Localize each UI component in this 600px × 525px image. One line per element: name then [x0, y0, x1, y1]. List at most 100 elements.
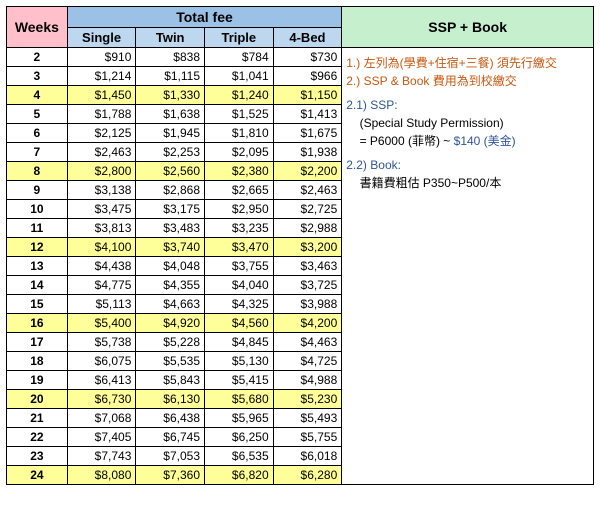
fee-cell: $5,535: [136, 352, 205, 371]
fee-cell: $6,250: [205, 428, 274, 447]
fee-cell: $5,230: [273, 390, 342, 409]
week-cell: 13: [7, 257, 68, 276]
fee-cell: $4,920: [136, 314, 205, 333]
week-cell: 6: [7, 124, 68, 143]
header-sspbook: SSP + Book: [342, 7, 594, 48]
week-cell: 2: [7, 48, 68, 67]
week-cell: 5: [7, 105, 68, 124]
fee-cell: $1,788: [67, 105, 136, 124]
note-21-label: 2.1) SSP:: [346, 98, 397, 112]
fee-cell: $1,638: [136, 105, 205, 124]
fee-cell: $6,075: [67, 352, 136, 371]
fee-cell: $1,240: [205, 86, 274, 105]
fee-cell: $2,868: [136, 181, 205, 200]
week-cell: 18: [7, 352, 68, 371]
fee-cell: $3,200: [273, 238, 342, 257]
fee-cell: $966: [273, 67, 342, 86]
fee-cell: $6,745: [136, 428, 205, 447]
fee-cell: $6,438: [136, 409, 205, 428]
fee-cell: $5,113: [67, 295, 136, 314]
week-cell: 9: [7, 181, 68, 200]
fee-cell: $1,214: [67, 67, 136, 86]
fee-cell: $3,755: [205, 257, 274, 276]
note-21a: (Special Study Permission): [346, 116, 503, 130]
fee-cell: $4,560: [205, 314, 274, 333]
week-cell: 15: [7, 295, 68, 314]
fee-cell: $2,253: [136, 143, 205, 162]
fee-cell: $2,200: [273, 162, 342, 181]
fee-cell: $4,048: [136, 257, 205, 276]
fee-cell: $2,463: [273, 181, 342, 200]
note-22-label: 2.2) Book:: [346, 158, 401, 172]
fee-cell: $4,775: [67, 276, 136, 295]
fee-cell: $2,665: [205, 181, 274, 200]
header-weeks: Weeks: [7, 7, 68, 48]
fee-cell: $4,100: [67, 238, 136, 257]
note-22a: 書籍費粗估 P350~P500/本: [346, 176, 501, 190]
fee-cell: $910: [67, 48, 136, 67]
week-cell: 20: [7, 390, 68, 409]
week-cell: 12: [7, 238, 68, 257]
fee-cell: $4,355: [136, 276, 205, 295]
fee-cell: $1,041: [205, 67, 274, 86]
note-21b-blue: $140 (美金): [454, 134, 516, 148]
fee-cell: $784: [205, 48, 274, 67]
fee-cell: $1,413: [273, 105, 342, 124]
fee-cell: $4,040: [205, 276, 274, 295]
fee-cell: $2,988: [273, 219, 342, 238]
fee-cell: $7,068: [67, 409, 136, 428]
fee-cell: $1,115: [136, 67, 205, 86]
fee-cell: $3,463: [273, 257, 342, 276]
table-row: 2$910$838$784$7301.) 左列為(學費+住宿+三餐) 須先行繳交…: [7, 48, 594, 67]
fee-cell: $6,730: [67, 390, 136, 409]
fee-cell: $2,950: [205, 200, 274, 219]
fee-cell: $7,053: [136, 447, 205, 466]
fee-cell: $1,675: [273, 124, 342, 143]
fee-cell: $6,130: [136, 390, 205, 409]
fee-cell: $5,965: [205, 409, 274, 428]
fee-cell: $838: [136, 48, 205, 67]
note-2: 2.) SSP & Book 費用為到校繳交: [346, 74, 517, 88]
week-cell: 23: [7, 447, 68, 466]
fee-cell: $5,130: [205, 352, 274, 371]
fee-cell: $3,483: [136, 219, 205, 238]
fee-cell: $3,988: [273, 295, 342, 314]
header-single: Single: [67, 28, 136, 48]
fee-cell: $4,438: [67, 257, 136, 276]
fee-cell: $4,988: [273, 371, 342, 390]
fee-cell: $1,945: [136, 124, 205, 143]
fee-cell: $3,138: [67, 181, 136, 200]
week-cell: 16: [7, 314, 68, 333]
week-cell: 21: [7, 409, 68, 428]
fee-cell: $5,493: [273, 409, 342, 428]
fee-cell: $2,800: [67, 162, 136, 181]
fee-cell: $4,325: [205, 295, 274, 314]
week-cell: 8: [7, 162, 68, 181]
fee-cell: $6,280: [273, 466, 342, 485]
fee-cell: $5,755: [273, 428, 342, 447]
fee-cell: $1,525: [205, 105, 274, 124]
fee-cell: $6,413: [67, 371, 136, 390]
fee-cell: $5,738: [67, 333, 136, 352]
fee-cell: $5,680: [205, 390, 274, 409]
fee-cell: $1,810: [205, 124, 274, 143]
fee-cell: $4,200: [273, 314, 342, 333]
fee-cell: $4,845: [205, 333, 274, 352]
note-1: 1.) 左列為(學費+住宿+三餐) 須先行繳交: [346, 56, 557, 70]
week-cell: 17: [7, 333, 68, 352]
fee-table: Weeks Total fee SSP + Book Single Twin T…: [6, 6, 594, 485]
fee-cell: $5,415: [205, 371, 274, 390]
fee-cell: $3,740: [136, 238, 205, 257]
fee-cell: $4,463: [273, 333, 342, 352]
fee-cell: $3,475: [67, 200, 136, 219]
fee-cell: $3,235: [205, 219, 274, 238]
header-triple: Triple: [205, 28, 274, 48]
fee-cell: $2,380: [205, 162, 274, 181]
week-cell: 3: [7, 67, 68, 86]
fee-cell: $5,843: [136, 371, 205, 390]
notes-cell: 1.) 左列為(學費+住宿+三餐) 須先行繳交 2.) SSP & Book 費用…: [342, 48, 594, 485]
fee-cell: $2,125: [67, 124, 136, 143]
fee-cell: $2,095: [205, 143, 274, 162]
fee-cell: $1,938: [273, 143, 342, 162]
fee-cell: $6,535: [205, 447, 274, 466]
